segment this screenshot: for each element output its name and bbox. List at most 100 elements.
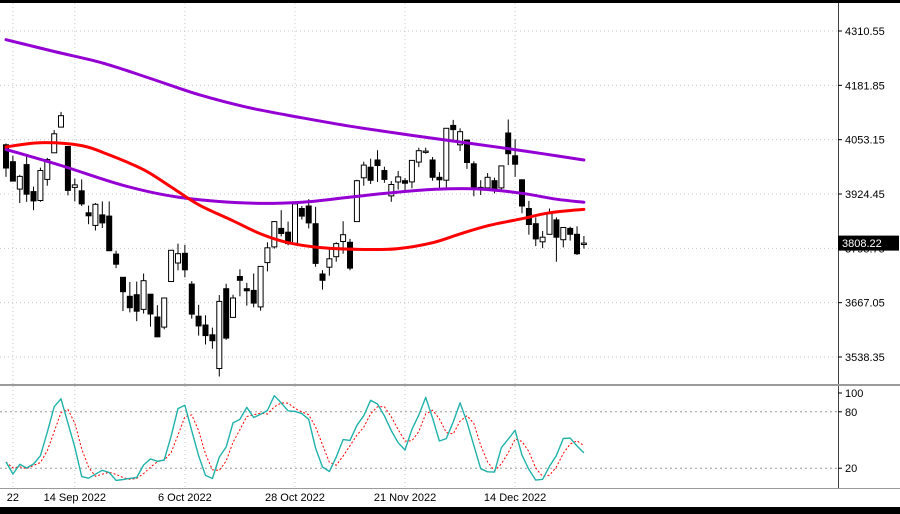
candle xyxy=(168,249,175,283)
candle xyxy=(195,304,202,336)
stochastic-axis-label: 80 xyxy=(845,407,857,419)
candle xyxy=(292,202,298,244)
candle xyxy=(9,155,16,182)
candle xyxy=(250,273,257,308)
ma-fast-red xyxy=(4,141,586,252)
time-axis-label: 14 Sep 2022 xyxy=(43,492,106,504)
current-price-badge-background xyxy=(838,235,899,251)
candle xyxy=(402,178,408,192)
current-price-value: 3808.22 xyxy=(842,238,882,250)
price-axis-label: 3924.45 xyxy=(845,189,885,201)
candlesticks xyxy=(3,111,587,377)
candle xyxy=(140,273,147,314)
candle xyxy=(319,270,326,290)
candle xyxy=(264,242,271,272)
candle xyxy=(567,226,574,241)
time-axis-label: 28 Oct 2022 xyxy=(264,492,325,504)
stochastic-panel[interactable]: 100 80 20 xyxy=(0,386,900,488)
time-axis-label: 14 Dec 2022 xyxy=(483,492,547,504)
candle xyxy=(161,297,168,330)
candle xyxy=(120,276,126,312)
candle xyxy=(436,172,443,189)
time-axis-line xyxy=(0,488,900,489)
candle xyxy=(326,248,333,276)
candle xyxy=(422,147,429,154)
candle xyxy=(560,227,567,248)
candle xyxy=(374,150,381,182)
candle xyxy=(505,119,512,166)
candle xyxy=(99,201,106,228)
price-axis[interactable]: 4310.554181.854053.153924.453795.753667.… xyxy=(838,3,885,384)
current-price-badge: 3808.22 xyxy=(838,235,899,251)
candle xyxy=(450,119,457,141)
candle xyxy=(395,171,402,190)
candle xyxy=(106,201,113,252)
candle xyxy=(113,250,120,269)
time-axis-label: 6 Oct 2022 xyxy=(157,492,212,504)
candle xyxy=(181,244,188,278)
stochastic-axis-label: 20 xyxy=(845,463,857,475)
candle xyxy=(553,217,560,262)
window-bottom-frame xyxy=(0,507,900,514)
price-axis-label: 4053.15 xyxy=(845,135,885,147)
panel-separator[interactable] xyxy=(0,384,900,386)
candle xyxy=(519,179,525,214)
candle xyxy=(484,173,491,190)
time-axis[interactable]: 22 14 Sep 2022 6 Oct 2022 28 Oct 2022 21 Nov… xyxy=(0,489,900,507)
candle xyxy=(367,158,374,184)
candle xyxy=(415,147,422,168)
candle xyxy=(37,167,44,202)
stochastic-signal-line xyxy=(5,402,585,480)
candle xyxy=(271,221,278,249)
stochastic-lines xyxy=(5,394,585,482)
candle xyxy=(457,128,464,152)
candle xyxy=(175,243,181,271)
candle xyxy=(580,236,587,249)
candle xyxy=(257,265,264,311)
price-axis-label: 3667.05 xyxy=(845,298,885,310)
candle xyxy=(512,139,519,177)
candle xyxy=(223,283,230,340)
candle xyxy=(230,294,236,318)
candle xyxy=(532,217,539,247)
ma-mid-purple xyxy=(4,147,586,205)
candle xyxy=(470,161,477,197)
candle xyxy=(188,281,195,319)
time-axis-label: 22 xyxy=(6,492,19,504)
moving-averages xyxy=(4,38,586,252)
candle xyxy=(23,154,30,202)
candle xyxy=(78,179,85,206)
candle xyxy=(539,230,546,249)
candle xyxy=(58,111,64,128)
candle xyxy=(464,139,470,169)
candle xyxy=(64,146,71,196)
candle xyxy=(85,205,92,225)
ma-long-purple xyxy=(4,38,586,162)
candle xyxy=(209,327,216,349)
candle xyxy=(202,315,209,345)
candle xyxy=(126,282,133,313)
candle xyxy=(30,186,37,211)
candle xyxy=(353,179,360,223)
candle xyxy=(298,206,305,220)
stochastic-level-lines xyxy=(0,386,838,488)
candle xyxy=(216,295,223,377)
candle xyxy=(360,161,367,186)
candle xyxy=(347,238,353,271)
stochastic-axis: 100 80 20 xyxy=(838,386,863,488)
candle xyxy=(408,159,415,189)
candle xyxy=(429,157,436,181)
grid xyxy=(0,3,838,384)
candle xyxy=(133,281,140,322)
candle xyxy=(16,174,23,203)
price-axis-label: 4181.85 xyxy=(845,80,885,92)
stochastic-axis-label: 100 xyxy=(845,388,863,400)
candle xyxy=(312,206,319,267)
price-chart-panel[interactable]: 4310.554181.854053.153924.453795.753667.… xyxy=(0,3,900,384)
candle xyxy=(381,166,388,183)
time-axis-label: 21 Nov 2022 xyxy=(373,492,437,504)
candle xyxy=(574,226,580,255)
window-top-frame xyxy=(0,0,900,3)
price-axis-label: 3538.35 xyxy=(845,352,885,364)
